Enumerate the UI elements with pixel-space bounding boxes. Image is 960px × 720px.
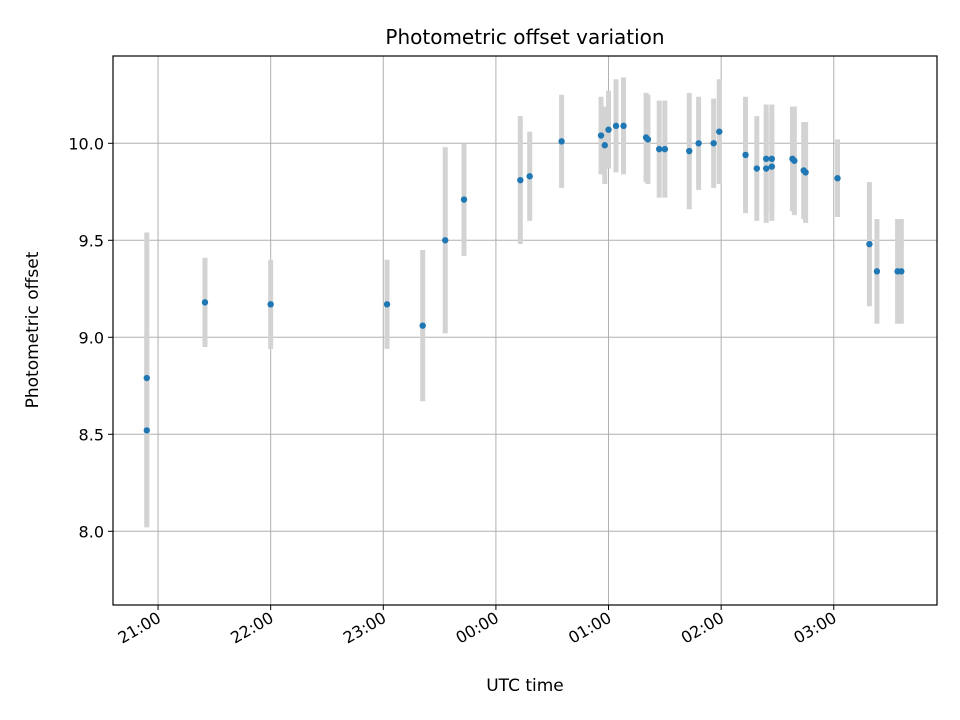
data-point — [597, 132, 605, 139]
x-axis-label: UTC time — [486, 676, 564, 696]
data-point — [517, 176, 524, 184]
chart-title: Photometric offset variation — [385, 25, 664, 49]
data-point — [201, 299, 209, 306]
data-point — [762, 165, 770, 172]
y-tick-label: 9.0 — [79, 328, 104, 347]
data-point — [267, 301, 274, 308]
data-point — [710, 140, 717, 147]
data-point — [460, 196, 468, 203]
data-point — [873, 268, 881, 275]
data-point — [143, 427, 150, 434]
data-point — [442, 237, 449, 244]
data-point — [686, 147, 693, 155]
data-point — [605, 126, 612, 133]
data-point — [695, 140, 702, 147]
data-point — [601, 142, 608, 149]
data-point — [834, 175, 841, 182]
data-point — [661, 145, 669, 153]
y-axis-label: Photometric offset — [23, 251, 43, 408]
y-tick-label: 8.0 — [79, 522, 104, 541]
data-point — [753, 165, 761, 172]
data-points — [143, 122, 905, 434]
y-tick-label: 8.5 — [79, 425, 104, 444]
data-point — [383, 301, 391, 308]
data-point — [762, 155, 770, 163]
data-point — [644, 136, 652, 143]
data-point — [612, 122, 620, 130]
data-point — [791, 157, 798, 164]
data-point — [866, 240, 873, 248]
data-point — [656, 145, 663, 153]
data-point — [898, 268, 905, 275]
y-tick-label: 9.5 — [79, 231, 104, 250]
data-point — [768, 163, 776, 170]
data-point — [716, 128, 723, 135]
data-point — [802, 169, 809, 176]
data-point — [419, 322, 426, 329]
plot-frame — [112, 55, 938, 606]
data-point — [742, 151, 749, 159]
data-point — [558, 138, 565, 145]
y-tick-label: 10.0 — [68, 134, 104, 153]
data-point — [620, 122, 627, 130]
data-point — [143, 374, 150, 382]
data-point — [768, 155, 776, 163]
y-axis-ticks: 8.0 8.5 9.0 9.5 10.0 — [68, 134, 113, 541]
data-point — [526, 173, 533, 180]
